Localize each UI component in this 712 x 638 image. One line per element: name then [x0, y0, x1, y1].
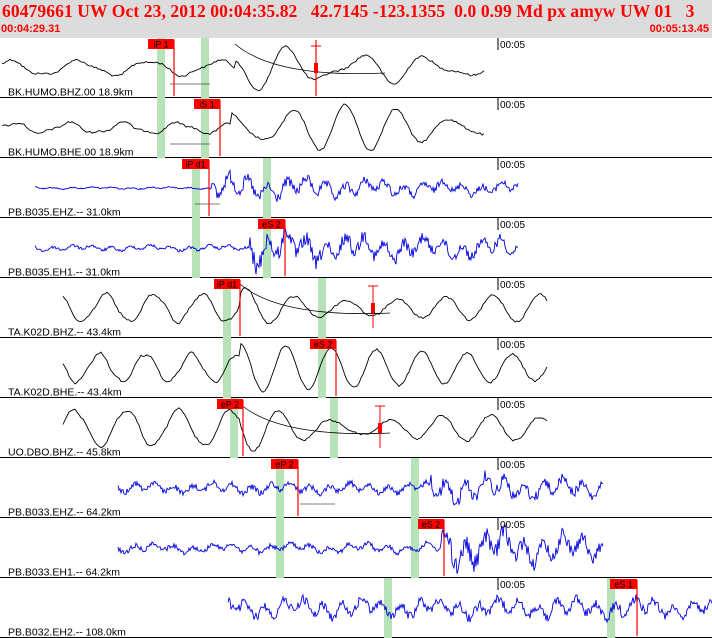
channel-label: UO.DBO.BHZ.-- 45.8km: [8, 447, 121, 459]
waveform: [1, 45, 485, 91]
channel-label: PB.B033.EH1.-- 64.2km: [8, 567, 120, 579]
pick-label: eP 2: [275, 460, 293, 470]
event-header: 60479661 UW Oct 23, 2012 00:04:35.82 42.…: [0, 0, 712, 38]
waveform: [62, 342, 548, 393]
pick-window-band: [276, 518, 284, 578]
trace-row: eS 1 00:05 PB.B032.EH2.-- 108.0km: [0, 578, 712, 638]
pick-window-band: [318, 338, 326, 398]
fit-curve: [234, 43, 386, 75]
pick-window-band: [201, 38, 209, 98]
trace-row: eS 2 00:05 PB.B033.EH1.-- 64.2km: [0, 518, 712, 579]
pick-label: iP 1: [153, 40, 168, 50]
waveform: [62, 286, 548, 325]
trace-row: iS 1 00:05 BK.HUMO.BHE.00 18.9km: [0, 98, 712, 159]
pick-window-band: [223, 278, 231, 338]
trace-row: eP 2 00:05 PB.B033.EHZ.-- 64.2km: [0, 458, 712, 519]
pick-window-band: [411, 518, 419, 578]
pick-flag: [610, 579, 637, 589]
time-mark: 00:05: [500, 280, 525, 291]
amplitude-marker: [371, 303, 375, 313]
trace-row: iP d1 00:05 PB.B035.EHZ.-- 31.0km: [0, 158, 712, 219]
time-mark: 00:05: [500, 580, 525, 591]
pick-window-band: [330, 398, 338, 458]
pick-flag: [217, 399, 243, 409]
time-mark: 00:05: [500, 40, 525, 51]
channel-label: PB.B033.EHZ.-- 64.2km: [8, 507, 121, 519]
pick-window-band: [263, 158, 271, 218]
pick-flag: [214, 279, 240, 289]
channel-label: BK.HUMO.BHE.00 18.9km: [8, 147, 134, 159]
trace-row: eS 2 00:05 TA.K02D.BHE.-- 43.4km: [0, 338, 712, 399]
trace-row: eS 2 00:05 PB.B035.EH1.-- 31.0km: [0, 218, 712, 279]
pick-window-band: [201, 98, 209, 158]
time-mark: 00:05: [500, 340, 525, 351]
time-mark: 00:05: [500, 100, 525, 111]
channel-label: PB.B032.EH2.-- 108.0km: [8, 627, 126, 638]
pick-window-band: [263, 218, 271, 278]
pick-flag: [310, 339, 336, 349]
seismogram-panel[interactable]: iP 1 00:05 BK.HUMO.BHZ.00 18.9km iS 1 00:05 B…: [0, 38, 712, 638]
channel-label: TA.K02D.BHZ.-- 43.4km: [8, 327, 121, 339]
time-mark: 00:05: [500, 460, 525, 471]
waveform: [62, 407, 548, 452]
amplitude-marker: [314, 63, 318, 73]
time-mark: 00:05: [500, 520, 525, 531]
amplitude-marker: [378, 423, 382, 433]
waveform: [34, 226, 519, 275]
start-time: 00:04:29.31: [1, 23, 61, 35]
fit-curve: [239, 283, 391, 315]
time-mark: 00:05: [500, 400, 525, 411]
channel-label: BK.HUMO.BHZ.00 18.9km: [8, 87, 133, 99]
pick-flag: [258, 219, 285, 229]
event-title: 60479661 UW Oct 23, 2012 00:04:35.82 42.…: [2, 1, 695, 21]
pick-label: eS 1: [614, 580, 633, 590]
pick-flag: [182, 159, 209, 169]
waveform: [1, 103, 485, 151]
trace-row: eP 2 00:05 UO.DBO.BHZ.-- 45.8km: [0, 398, 712, 459]
pick-label: iP d1: [217, 280, 237, 290]
pick-label: eS 2: [262, 220, 281, 230]
time-mark: 00:05: [500, 160, 525, 171]
pick-label: eS 2: [314, 340, 333, 350]
pick-flag: [148, 39, 174, 49]
pick-flag: [194, 99, 220, 109]
pick-window-band: [157, 98, 165, 158]
waveform: [117, 524, 604, 574]
end-time: 00:05:13.45: [649, 23, 709, 35]
pick-window-band: [230, 398, 238, 458]
pick-window-band: [192, 158, 200, 218]
pick-label: iS 1: [199, 100, 215, 110]
channel-label: PB.B035.EH1.-- 31.0km: [8, 267, 120, 279]
pick-window-band: [192, 218, 200, 278]
channel-label: TA.K02D.BHE.-- 43.4km: [8, 387, 122, 399]
waveform: [34, 168, 519, 202]
time-mark: 00:05: [500, 220, 525, 231]
pick-label: eP 2: [221, 400, 239, 410]
pick-window-band: [276, 458, 284, 518]
pick-flag: [418, 519, 444, 529]
fit-curve: [239, 403, 391, 435]
pick-window-band: [384, 578, 392, 638]
pick-label: eS 2: [422, 520, 441, 530]
pick-window-band: [318, 278, 326, 338]
trace-row: iP 1 00:05 BK.HUMO.BHZ.00 18.9km: [0, 38, 712, 99]
waveform: [117, 470, 603, 506]
waveform: [227, 593, 712, 624]
pick-window-band: [411, 458, 419, 518]
pick-label: iP d1: [185, 160, 205, 170]
trace-row: iP d1 00:05 TA.K02D.BHZ.-- 43.4km: [0, 278, 712, 339]
pick-window-band: [157, 38, 165, 98]
pick-window-band: [223, 338, 231, 398]
channel-label: PB.B035.EHZ.-- 31.0km: [8, 207, 121, 219]
pick-flag: [271, 459, 298, 469]
